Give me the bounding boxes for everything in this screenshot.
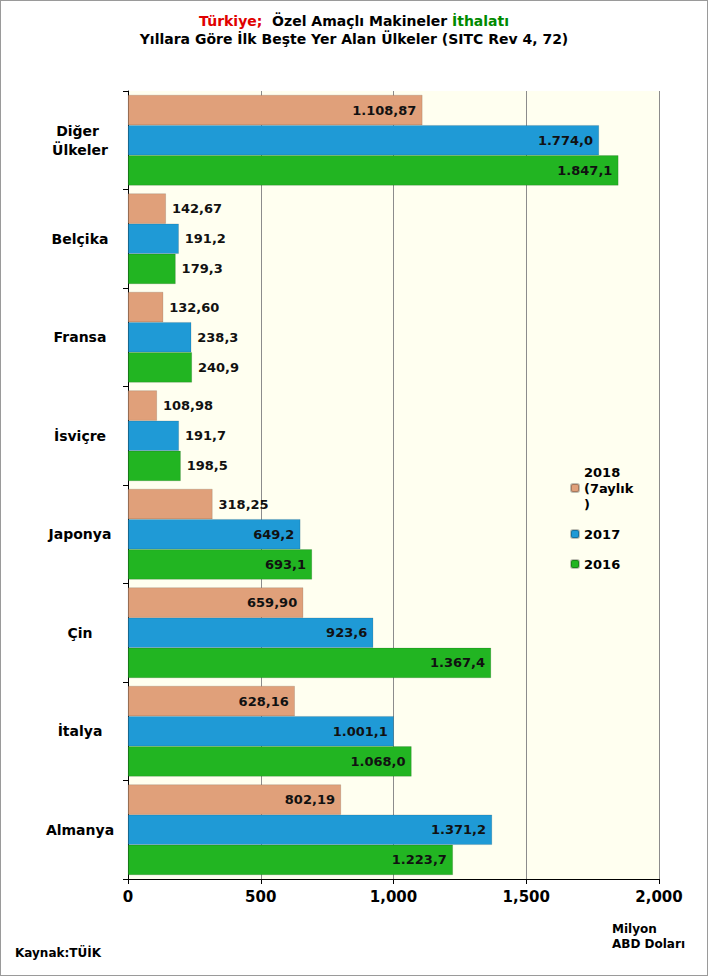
svg-text:Diğer: Diğer xyxy=(56,123,104,139)
svg-text:Yıllara Göre İlk Beşte Yer Ala: Yıllara Göre İlk Beşte Yer Alan Ülkeler … xyxy=(139,30,569,47)
svg-text:1.371,2: 1.371,2 xyxy=(431,822,486,837)
svg-text:318,25: 318,25 xyxy=(218,497,268,512)
svg-text:238,3: 238,3 xyxy=(197,330,238,345)
svg-text:179,3: 179,3 xyxy=(182,261,223,276)
svg-text:108,98: 108,98 xyxy=(163,398,213,413)
svg-text:1.847,1: 1.847,1 xyxy=(557,163,612,178)
svg-text:2016: 2016 xyxy=(584,557,620,572)
svg-text:Çin: Çin xyxy=(67,625,92,641)
svg-text:500: 500 xyxy=(245,888,276,906)
svg-text:): ) xyxy=(584,497,590,512)
svg-text:1,000: 1,000 xyxy=(370,888,417,906)
svg-text:649,2: 649,2 xyxy=(253,527,294,542)
svg-text:693,1: 693,1 xyxy=(265,557,306,572)
svg-text:240,9: 240,9 xyxy=(198,360,239,375)
svg-text:1.108,87: 1.108,87 xyxy=(352,103,416,118)
svg-text:Özel Amaçlı Makineler: Özel Amaçlı Makineler xyxy=(262,12,452,29)
svg-text:142,67: 142,67 xyxy=(172,201,222,216)
svg-text:2018: 2018 xyxy=(584,465,625,480)
svg-text:Milyon: Milyon xyxy=(612,922,657,936)
svg-text:659,90: 659,90 xyxy=(247,595,297,610)
svg-text:Ülkeler: Ülkeler xyxy=(52,141,108,158)
svg-text:802,19: 802,19 xyxy=(285,792,335,807)
svg-text:ABD Doları: ABD Doları xyxy=(612,937,685,951)
svg-text:191,2: 191,2 xyxy=(185,231,226,246)
svg-text:İthalatı: İthalatı xyxy=(452,13,509,29)
svg-text:Japonya: Japonya xyxy=(48,526,112,542)
svg-text:1.223,7: 1.223,7 xyxy=(392,852,447,867)
svg-text:Türkiye;: Türkiye; xyxy=(199,13,262,29)
svg-text:1.001,1: 1.001,1 xyxy=(333,724,388,739)
svg-text:628,16: 628,16 xyxy=(239,694,289,709)
svg-text:191,7: 191,7 xyxy=(185,428,226,443)
svg-text:1.367,4: 1.367,4 xyxy=(430,655,485,670)
svg-text:198,5: 198,5 xyxy=(187,458,228,473)
svg-text:2017: 2017 xyxy=(584,527,620,542)
svg-text:İsviçre: İsviçre xyxy=(54,428,106,444)
svg-text:0: 0 xyxy=(123,888,133,906)
svg-text:1.774,0: 1.774,0 xyxy=(538,133,593,148)
svg-text:Belçika: Belçika xyxy=(52,231,109,247)
svg-text:132,60: 132,60 xyxy=(169,300,219,315)
svg-text:1.068,0: 1.068,0 xyxy=(350,754,405,769)
svg-text:Almanya: Almanya xyxy=(46,822,114,838)
svg-text:(7aylık: (7aylık xyxy=(584,481,634,496)
svg-text:2,000: 2,000 xyxy=(635,888,682,906)
svg-text:İtalya: İtalya xyxy=(58,723,103,739)
svg-text:Fransa: Fransa xyxy=(54,329,107,345)
svg-text:923,6: 923,6 xyxy=(326,625,367,640)
svg-text:Kaynak:TÜİK: Kaynak:TÜİK xyxy=(15,945,102,960)
svg-text:1,500: 1,500 xyxy=(503,888,550,906)
